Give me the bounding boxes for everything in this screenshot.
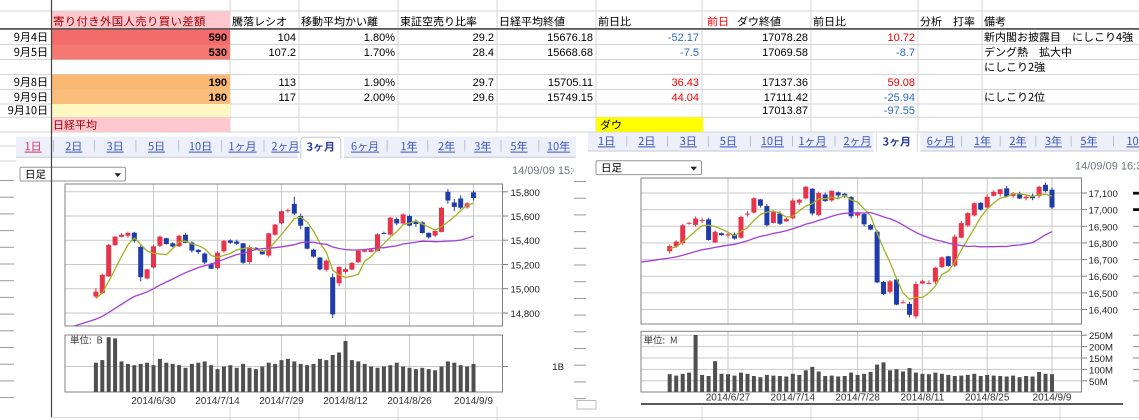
svg-text:16,400: 16,400 [1089,306,1118,317]
svg-text:-25.94: -25.94 [884,92,915,104]
svg-text:50M: 50M [1089,377,1108,388]
svg-text:17069.58: 17069.58 [762,47,808,59]
svg-text:590: 590 [209,32,227,44]
svg-text:15676.18: 15676.18 [547,32,593,44]
svg-text:14/09/09 15:00: 14/09/09 15:00 [512,165,585,177]
svg-text:44.04: 44.04 [671,92,699,104]
svg-text:59.08: 59.08 [887,77,915,89]
svg-text:17,100: 17,100 [1089,189,1118,200]
svg-text:2014/6/27: 2014/6/27 [706,393,751,404]
svg-text:17137.36: 17137.36 [762,77,808,89]
svg-text:1B: 1B [552,362,564,373]
svg-text:17,000: 17,000 [1089,206,1118,217]
svg-text:2014/7/29: 2014/7/29 [259,396,304,407]
svg-text:150M: 150M [1089,354,1113,365]
svg-text:29.7: 29.7 [473,77,494,89]
svg-text:113: 113 [278,77,296,89]
svg-text:16,800: 16,800 [1089,239,1118,250]
svg-text:17111.42: 17111.42 [764,92,808,104]
svg-text:10.72: 10.72 [887,32,915,44]
svg-text:2014/7/28: 2014/7/28 [835,393,880,404]
svg-text:250M: 250M [1089,331,1113,342]
svg-text:15,600: 15,600 [511,212,540,223]
svg-text:1.80%: 1.80% [364,32,395,44]
svg-text:29.6: 29.6 [473,92,494,104]
svg-text:2014/7/14: 2014/7/14 [195,396,240,407]
svg-text:2014/7/14: 2014/7/14 [771,393,816,404]
svg-text:29.2: 29.2 [473,32,494,44]
svg-text:107.2: 107.2 [268,47,296,59]
svg-text:14/09/09 16:30: 14/09/09 16:30 [1075,161,1139,173]
svg-text:17078.28: 17078.28 [762,32,808,44]
svg-text:16,500: 16,500 [1089,289,1118,300]
svg-text:16,600: 16,600 [1089,272,1118,283]
svg-text:100M: 100M [1089,365,1113,376]
svg-text:1.70%: 1.70% [364,47,395,59]
svg-text:15749.15: 15749.15 [547,92,593,104]
svg-text:16,700: 16,700 [1089,256,1118,267]
svg-text:15,800: 15,800 [511,188,540,199]
svg-text:15668.68: 15668.68 [547,47,593,59]
svg-text:2014/6/30: 2014/6/30 [131,396,176,407]
svg-text:117: 117 [278,92,296,104]
svg-text:530: 530 [209,47,227,59]
svg-text:-97.55: -97.55 [884,105,915,117]
svg-text:-7.5: -7.5 [680,47,699,59]
svg-text:28.4: 28.4 [473,47,494,59]
svg-text:200M: 200M [1089,343,1113,354]
svg-text:17013.87: 17013.87 [762,105,808,117]
svg-text:15705.11: 15705.11 [548,77,593,89]
svg-text:-52.17: -52.17 [668,32,699,44]
svg-text:2014/8/11: 2014/8/11 [901,393,945,404]
svg-text:2014/9/9: 2014/9/9 [1033,393,1072,404]
svg-text:15,000: 15,000 [511,285,540,296]
svg-text:14,800: 14,800 [511,309,540,320]
svg-text:190: 190 [209,77,227,89]
svg-text:180: 180 [209,92,227,104]
svg-text:36.43: 36.43 [671,77,699,89]
svg-text:15,200: 15,200 [511,261,540,272]
svg-text:2014/9/9: 2014/9/9 [454,396,493,407]
svg-text:104: 104 [278,32,296,44]
svg-text:16,900: 16,900 [1089,222,1118,233]
svg-text:2.00%: 2.00% [364,92,395,104]
svg-text:15,400: 15,400 [511,236,540,247]
svg-text:2014/8/25: 2014/8/25 [965,393,1010,404]
svg-text:2014/8/26: 2014/8/26 [387,396,432,407]
svg-text:1.90%: 1.90% [364,77,395,89]
svg-text:2014/8/12: 2014/8/12 [323,396,368,407]
svg-text:-8.7: -8.7 [896,47,915,59]
